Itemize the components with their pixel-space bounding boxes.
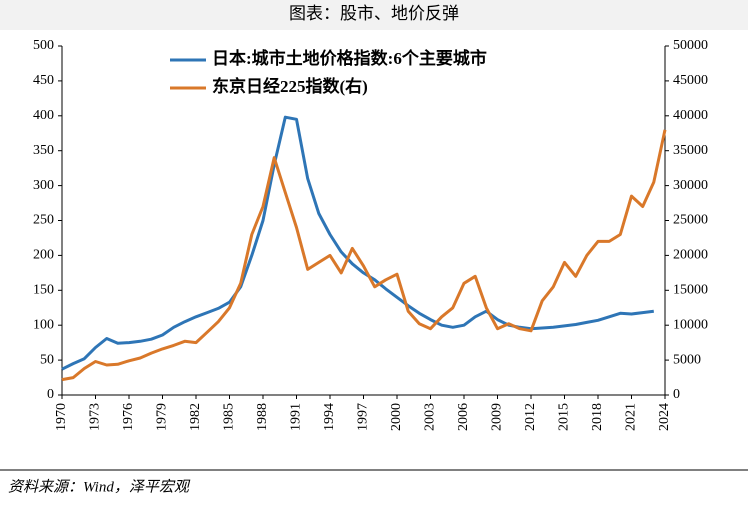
x-tick-label: 2000	[389, 403, 404, 431]
x-tick-label: 1991	[289, 403, 304, 431]
y2-tick-label: 0	[673, 387, 680, 402]
series-line	[61, 129, 667, 382]
y-tick-label: 400	[33, 108, 54, 123]
x-tick-label: 2012	[523, 403, 538, 431]
y2-tick-label: 10000	[673, 317, 708, 332]
x-tick-label: 1988	[255, 403, 270, 431]
x-tick-label: 2006	[456, 403, 471, 431]
x-tick-label: 1976	[121, 403, 136, 431]
x-tick-label: 2024	[657, 403, 672, 431]
x-tick-label: 2015	[557, 403, 572, 431]
y2-tick-label: 25000	[673, 213, 708, 228]
y-tick-label: 300	[33, 178, 54, 193]
x-tick-label: 1979	[155, 403, 170, 431]
y-tick-label: 500	[33, 38, 54, 53]
x-tick-label: 1973	[88, 403, 103, 431]
x-tick-label: 2021	[624, 403, 639, 431]
x-tick-label: 1985	[222, 403, 237, 431]
legend-label: 日本:城市土地价格指数:6个主要城市	[212, 48, 487, 68]
y-tick-label: 50	[40, 352, 54, 367]
y-tick-label: 100	[33, 317, 54, 332]
legend-label: 东京日经225指数(右)	[212, 76, 368, 96]
y2-tick-label: 15000	[673, 283, 708, 298]
title-bg	[0, 0, 748, 30]
x-tick-label: 1970	[54, 403, 69, 431]
x-tick-label: 2003	[423, 403, 438, 431]
y-tick-label: 0	[47, 387, 54, 402]
y-tick-label: 150	[33, 283, 54, 298]
y2-tick-label: 30000	[673, 178, 708, 193]
y2-tick-label: 50000	[673, 38, 708, 53]
y2-tick-label: 40000	[673, 108, 708, 123]
series-line	[61, 115, 654, 371]
x-tick-label: 1982	[188, 403, 203, 431]
y-tick-label: 350	[33, 143, 54, 158]
x-tick-label: 1997	[356, 403, 371, 431]
y2-tick-label: 5000	[673, 352, 701, 367]
y2-tick-label: 20000	[673, 248, 708, 263]
y2-tick-label: 35000	[673, 143, 708, 158]
y2-tick-label: 45000	[673, 73, 708, 88]
y-tick-label: 250	[33, 213, 54, 228]
x-tick-label: 1994	[322, 403, 337, 431]
chart-title: 图表：股市、地价反弹	[289, 4, 459, 23]
source-note: 资料来源：Wind，泽平宏观	[8, 478, 191, 495]
x-tick-label: 2018	[590, 403, 605, 431]
x-tick-label: 2009	[490, 403, 505, 431]
y-tick-label: 450	[33, 73, 54, 88]
y-tick-label: 200	[33, 248, 54, 263]
